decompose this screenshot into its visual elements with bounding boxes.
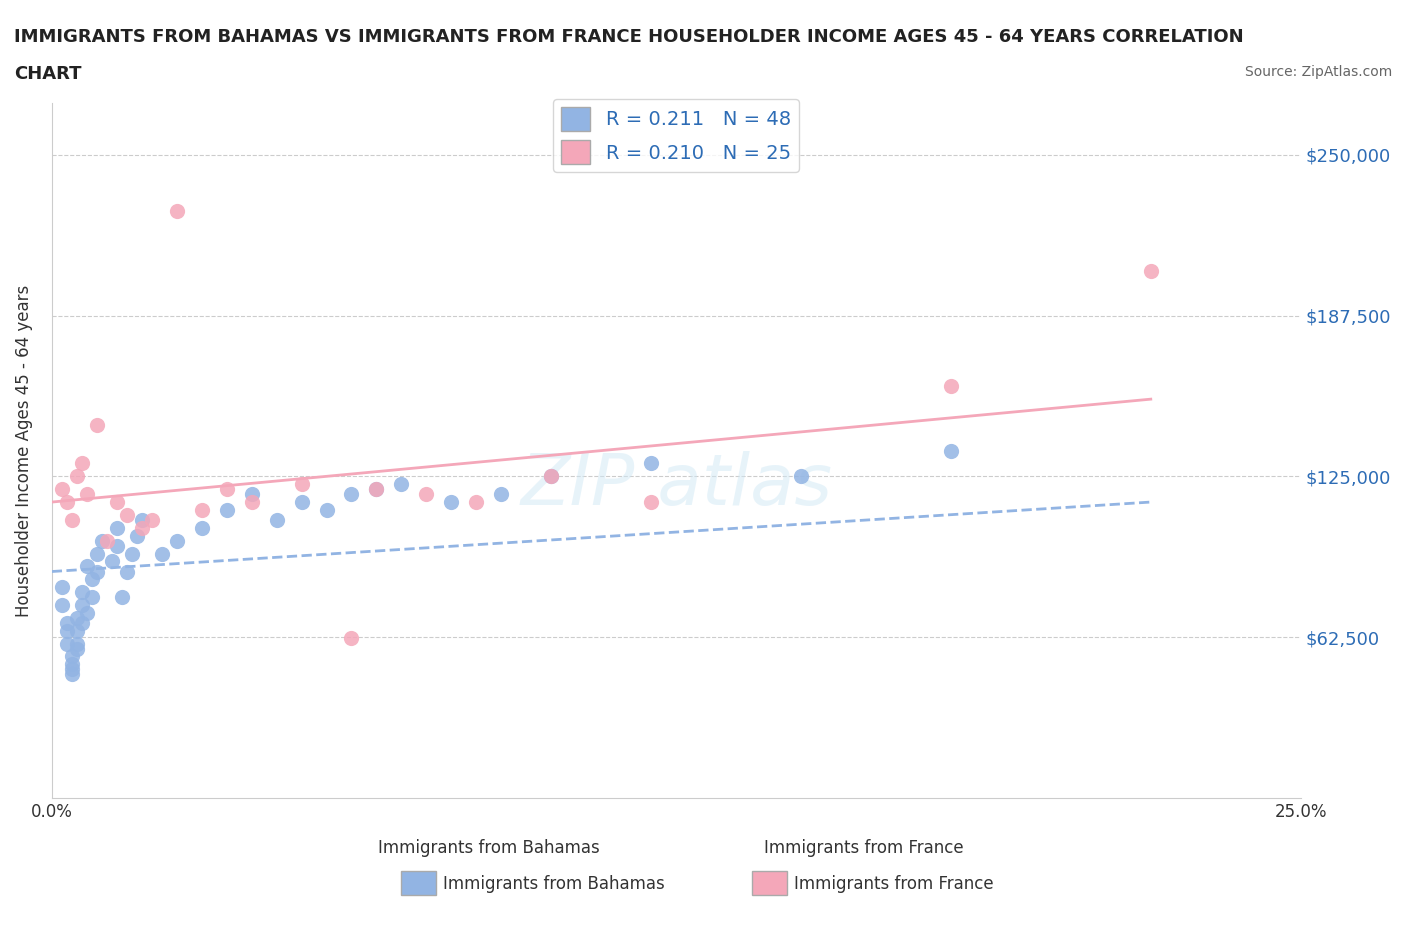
Point [340, 487, 363, 502]
Point [540, 469, 562, 484]
Point [70, 456, 93, 471]
Point [105, 521, 128, 536]
Point [100, 553, 122, 568]
Point [70, 597, 93, 612]
Point [215, 482, 238, 497]
Point [76, 605, 98, 620]
Point [60, 649, 83, 664]
Point [540, 469, 562, 484]
Point [939, 379, 962, 393]
Point [66, 469, 89, 484]
Point [640, 456, 662, 471]
Point [115, 565, 138, 579]
Point [80, 590, 103, 604]
Point [150, 546, 173, 561]
Point [80, 572, 103, 587]
Point [290, 495, 312, 510]
Point [66, 610, 89, 625]
Point [90, 533, 112, 548]
Point [166, 533, 188, 548]
Point [66, 636, 89, 651]
Point [240, 495, 263, 510]
Point [939, 444, 962, 458]
Text: Immigrants from France: Immigrants from France [763, 840, 963, 857]
Point [125, 528, 148, 543]
Text: ZIP atlas: ZIP atlas [520, 451, 832, 520]
Point [60, 657, 83, 671]
Point [115, 508, 138, 523]
Point [465, 495, 488, 510]
Point [60, 662, 83, 677]
Point [86, 565, 108, 579]
Point [121, 546, 143, 561]
Point [790, 469, 813, 484]
Legend: R = 0.211   N = 48, R = 0.210   N = 25: R = 0.211 N = 48, R = 0.210 N = 25 [554, 100, 799, 172]
Point [51, 597, 73, 612]
Point [51, 579, 73, 594]
Point [66, 642, 89, 657]
Point [491, 487, 513, 502]
Point [55, 616, 77, 631]
Text: IMMIGRANTS FROM BAHAMAS VS IMMIGRANTS FROM FRANCE HOUSEHOLDER INCOME AGES 45 - 6: IMMIGRANTS FROM BAHAMAS VS IMMIGRANTS FR… [14, 28, 1244, 46]
Point [76, 559, 98, 574]
Point [111, 590, 134, 604]
Point [60, 512, 83, 527]
Point [131, 512, 153, 527]
Text: Immigrants from France: Immigrants from France [794, 874, 994, 893]
Point [391, 476, 413, 491]
Text: CHART: CHART [14, 65, 82, 83]
Text: Immigrants from Bahamas: Immigrants from Bahamas [378, 840, 600, 857]
Point [190, 521, 212, 536]
Point [215, 502, 238, 517]
Point [51, 482, 73, 497]
Point [105, 538, 128, 553]
Point [141, 512, 163, 527]
Point [55, 623, 77, 638]
Point [86, 418, 108, 432]
Point [315, 502, 337, 517]
Point [366, 482, 388, 497]
Point [440, 495, 463, 510]
Point [86, 546, 108, 561]
Point [415, 487, 437, 502]
Point [105, 495, 128, 510]
Y-axis label: Householder Income Ages 45 - 64 years: Householder Income Ages 45 - 64 years [15, 285, 32, 617]
Point [290, 476, 312, 491]
Point [70, 616, 93, 631]
Point [55, 636, 77, 651]
Point [131, 521, 153, 536]
Text: Immigrants from Bahamas: Immigrants from Bahamas [443, 874, 665, 893]
Point [640, 495, 662, 510]
Point [366, 482, 388, 497]
Point [340, 631, 363, 645]
Point [266, 512, 288, 527]
Point [96, 533, 118, 548]
Point [60, 667, 83, 682]
Point [70, 585, 93, 600]
Point [166, 204, 188, 219]
Point [66, 623, 89, 638]
Text: Source: ZipAtlas.com: Source: ZipAtlas.com [1244, 65, 1392, 79]
Point [76, 487, 98, 502]
Point [240, 487, 263, 502]
Point [190, 502, 212, 517]
Point [1139, 263, 1161, 278]
Point [55, 495, 77, 510]
